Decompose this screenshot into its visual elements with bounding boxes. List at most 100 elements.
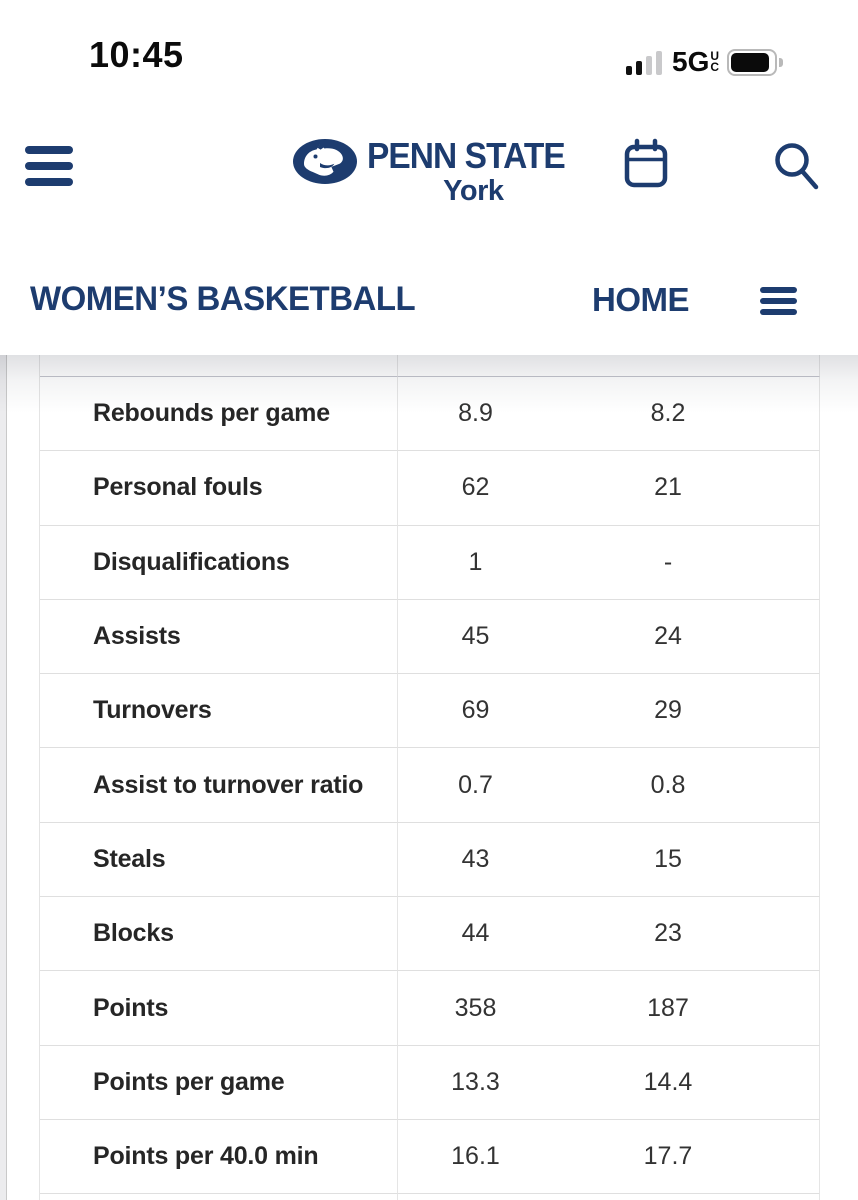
stat-value-primary: 0.7: [458, 770, 493, 799]
row-gutter: [7, 1045, 40, 1120]
row-padding: [783, 377, 820, 452]
row-padding: [783, 1045, 820, 1120]
row-gutter: [7, 897, 40, 972]
stat-value-secondary: 14.4: [643, 1067, 693, 1096]
row-padding: [783, 748, 820, 823]
stat-label: Steals: [93, 844, 166, 873]
row-gutter: [7, 971, 40, 1046]
brand-text: PENN STATE York: [367, 135, 580, 207]
stat-label: Personal fouls: [93, 473, 263, 502]
calendar-button[interactable]: [623, 138, 669, 195]
stat-value-secondary: 15: [654, 844, 682, 873]
row-right-fragment: [820, 823, 858, 897]
table-row-fragment: [7, 355, 858, 377]
stats-table: Rebounds per game 8.9 8.2 Personal fouls…: [0, 355, 858, 1200]
row-right-fragment: [820, 526, 858, 600]
stat-value-secondary: 187: [647, 993, 689, 1022]
stat-value-secondary: -: [663, 547, 673, 576]
row-gutter: [7, 1119, 40, 1195]
stat-label: Points per game: [93, 1067, 285, 1096]
row-right-fragment: [820, 897, 858, 971]
row-padding: [783, 822, 820, 898]
stats-row: Points 358 187: [7, 971, 858, 1046]
stat-value-primary: 358: [454, 993, 497, 1022]
network-uc-label: U C: [710, 49, 720, 74]
row-gutter: [7, 674, 40, 749]
sport-menu-button[interactable]: [760, 287, 797, 317]
stat-value-primary: 43: [461, 844, 490, 873]
stat-label: Disqualifications: [93, 547, 290, 576]
calendar-icon: [623, 138, 669, 194]
row-gutter: [7, 822, 40, 898]
table-left-column-fragment: [0, 355, 7, 1200]
stats-row: Rebounds per game 8.9 8.2: [7, 377, 858, 452]
stat-value-primary: 69: [461, 696, 490, 725]
stats-row: Points per 40.0 min 16.1 17.7: [7, 1119, 858, 1195]
row-gutter: [7, 748, 40, 823]
stats-row: Assists 45 24: [7, 599, 858, 675]
battery-icon: [727, 48, 784, 76]
main-menu-button[interactable]: [25, 146, 73, 192]
row-right-fragment: [820, 600, 858, 674]
row-padding: [783, 525, 820, 600]
penn-state-lion-icon: [292, 138, 358, 190]
cellular-signal-icon: [626, 49, 662, 75]
sport-title: WOMEN’S BASKETBALL: [30, 280, 416, 318]
search-button[interactable]: [772, 140, 822, 197]
stats-row: Personal fouls 62 21: [7, 451, 858, 526]
stats-row: Blocks 44 23: [7, 897, 858, 972]
search-icon: [772, 143, 822, 196]
stat-value-secondary: 17.7: [643, 1142, 693, 1171]
row-padding: [783, 599, 820, 675]
stat-label: Blocks: [93, 919, 174, 948]
home-link[interactable]: HOME: [592, 281, 690, 318]
stats-row: Disqualifications 1 -: [7, 525, 858, 600]
stat-label: Assists: [93, 622, 181, 651]
row-right-fragment: [820, 748, 858, 822]
stats-row: Steals 43 15: [7, 822, 858, 898]
stats-row: [7, 1194, 858, 1200]
stat-value-secondary: 8.2: [650, 399, 686, 428]
status-time: 10:45: [89, 34, 184, 75]
row-right-fragment: [820, 971, 858, 1045]
stat-label: Points per 40.0 min: [93, 1142, 319, 1171]
stat-label: Points: [93, 993, 169, 1022]
row-gutter: [7, 451, 40, 526]
stat-value-primary: 8.9: [458, 399, 493, 428]
stat-value-secondary: 24: [654, 622, 682, 651]
row-gutter: [7, 525, 40, 600]
stats-row: Assist to turnover ratio 0.7 0.8: [7, 748, 858, 823]
brand-line1: PENN STATE: [367, 135, 566, 176]
row-gutter: [7, 1194, 40, 1200]
row-right-fragment: [820, 377, 858, 451]
row-padding: [783, 971, 820, 1046]
site-logo[interactable]: PENN STATE York: [292, 138, 580, 206]
stat-value-primary: 16.1: [451, 1142, 500, 1171]
row-right-fragment: [820, 1046, 858, 1120]
brand-line2: York: [443, 175, 504, 207]
row-right-fragment: [820, 451, 858, 525]
stats-row: Turnovers 69 29: [7, 674, 858, 749]
stat-value-primary: 62: [461, 473, 490, 502]
network-type-label: 5G: [672, 46, 710, 77]
stats-table-body: Rebounds per game 8.9 8.2 Personal fouls…: [7, 355, 858, 1200]
stat-value-primary: 45: [461, 622, 490, 651]
row-right-fragment: [820, 1194, 858, 1200]
stat-label: Turnovers: [93, 696, 212, 725]
stat-value-primary: 13.3: [451, 1067, 500, 1096]
row-padding: [783, 1119, 820, 1195]
row-padding: [783, 674, 820, 749]
stat-label: Assist to turnover ratio: [93, 770, 364, 799]
row-right-fragment: [820, 1120, 858, 1194]
stat-value-secondary: 23: [654, 919, 682, 948]
stat-value-primary: 1: [468, 547, 483, 576]
stat-value-secondary: 0.8: [650, 770, 686, 799]
row-padding: [783, 451, 820, 526]
row-padding: [783, 897, 820, 972]
row-gutter: [7, 377, 40, 452]
stat-label: Rebounds per game: [93, 399, 330, 428]
stat-value-secondary: 21: [654, 473, 682, 502]
row-right-fragment: [820, 674, 858, 748]
status-icons: 5G U C: [626, 44, 806, 80]
